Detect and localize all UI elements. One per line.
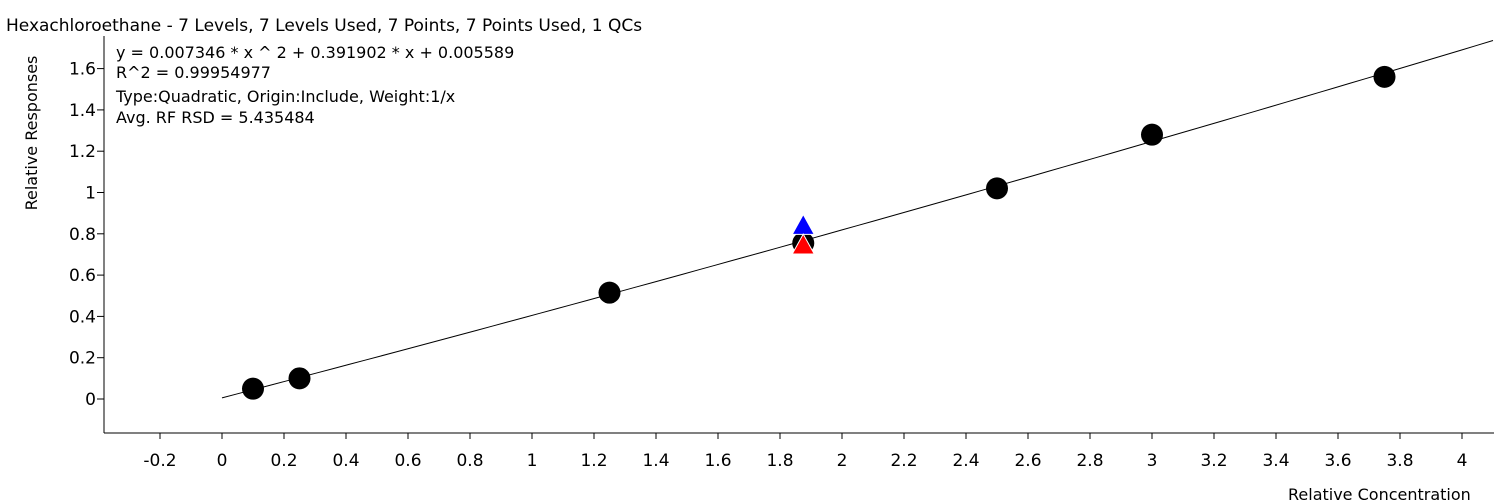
x-tick-label: 2.8 — [1076, 451, 1103, 471]
x-tick-label: -0.2 — [143, 451, 176, 471]
x-tick-label: 2 — [837, 451, 848, 471]
chart-title: Hexachloroethane - 7 Levels, 7 Levels Us… — [6, 16, 642, 36]
y-tick-label: 0.6 — [69, 266, 96, 286]
r-squared-line: R^2 = 0.99954977 — [116, 63, 271, 82]
data-points — [242, 65, 1396, 400]
x-tick-label: 1.4 — [642, 451, 669, 471]
x-tick-label: 1 — [527, 451, 538, 471]
y-tick-label: 0.2 — [69, 349, 96, 369]
y-tick-label: 1.4 — [69, 101, 96, 121]
y-tick-label: 0.8 — [69, 225, 96, 245]
x-tick-label: 0.4 — [332, 451, 359, 471]
y-tick-label: 1.2 — [69, 142, 96, 162]
y-axis-label: Relative Responses — [22, 56, 41, 211]
calibration-point — [288, 367, 311, 390]
x-tick-label: 3.8 — [1386, 451, 1413, 471]
y-tick-label: 1.6 — [69, 60, 96, 80]
equation-block: y = 0.007346 * x ^ 2 + 0.391902 * x + 0.… — [115, 43, 514, 127]
x-tick-label: 2.6 — [1014, 451, 1041, 471]
x-tick-label: 4 — [1457, 451, 1468, 471]
x-tick-label: 2.4 — [952, 451, 979, 471]
x-tick-label: 0.6 — [394, 451, 421, 471]
x-tick-label: 3.4 — [1262, 451, 1289, 471]
x-tick-label: 2.2 — [890, 451, 917, 471]
x-tick-label: 0.2 — [270, 451, 297, 471]
calibration-point — [986, 177, 1008, 200]
x-tick-label: 3.6 — [1324, 451, 1351, 471]
x-tick-label: 3.2 — [1200, 451, 1227, 471]
x-tick-label: 1.2 — [580, 451, 607, 471]
x-tick-label: 0 — [217, 451, 228, 471]
x-axis-label: Relative Concentration — [1288, 485, 1471, 504]
x-tick-label: 1.6 — [704, 451, 731, 471]
equation-line: y = 0.007346 * x ^ 2 + 0.391902 * x + 0.… — [116, 43, 514, 62]
calibration-point — [242, 377, 264, 400]
y-tick-label: 1 — [85, 184, 96, 204]
y-axis-ticks: 0 0.2 0.4 0.6 0.8 1 1.2 1.4 1.6 — [69, 60, 104, 410]
fit-curve — [221, 40, 1494, 399]
calibration-point — [598, 281, 621, 304]
fit-type-line: Type:Quadratic, Origin:Include, Weight:1… — [115, 87, 455, 106]
calibration-point — [1373, 65, 1396, 88]
y-tick-label: 0.4 — [69, 307, 96, 327]
x-tick-label: 3 — [1147, 451, 1158, 471]
x-axis-ticks: -0.2 0 0.2 0.4 0.6 0.8 1 1.2 1.4 1.6 1.8 2 2.2 2.4 2.6… — [143, 433, 1467, 471]
rf-rsd-line: Avg. RF RSD = 5.435484 — [116, 108, 315, 127]
calibration-point — [1141, 123, 1163, 146]
x-tick-label: 1.8 — [766, 451, 793, 471]
qc-point — [791, 233, 816, 255]
y-tick-label: 0 — [85, 390, 96, 410]
x-tick-label: 0.8 — [456, 451, 483, 471]
qc-point — [791, 213, 816, 235]
